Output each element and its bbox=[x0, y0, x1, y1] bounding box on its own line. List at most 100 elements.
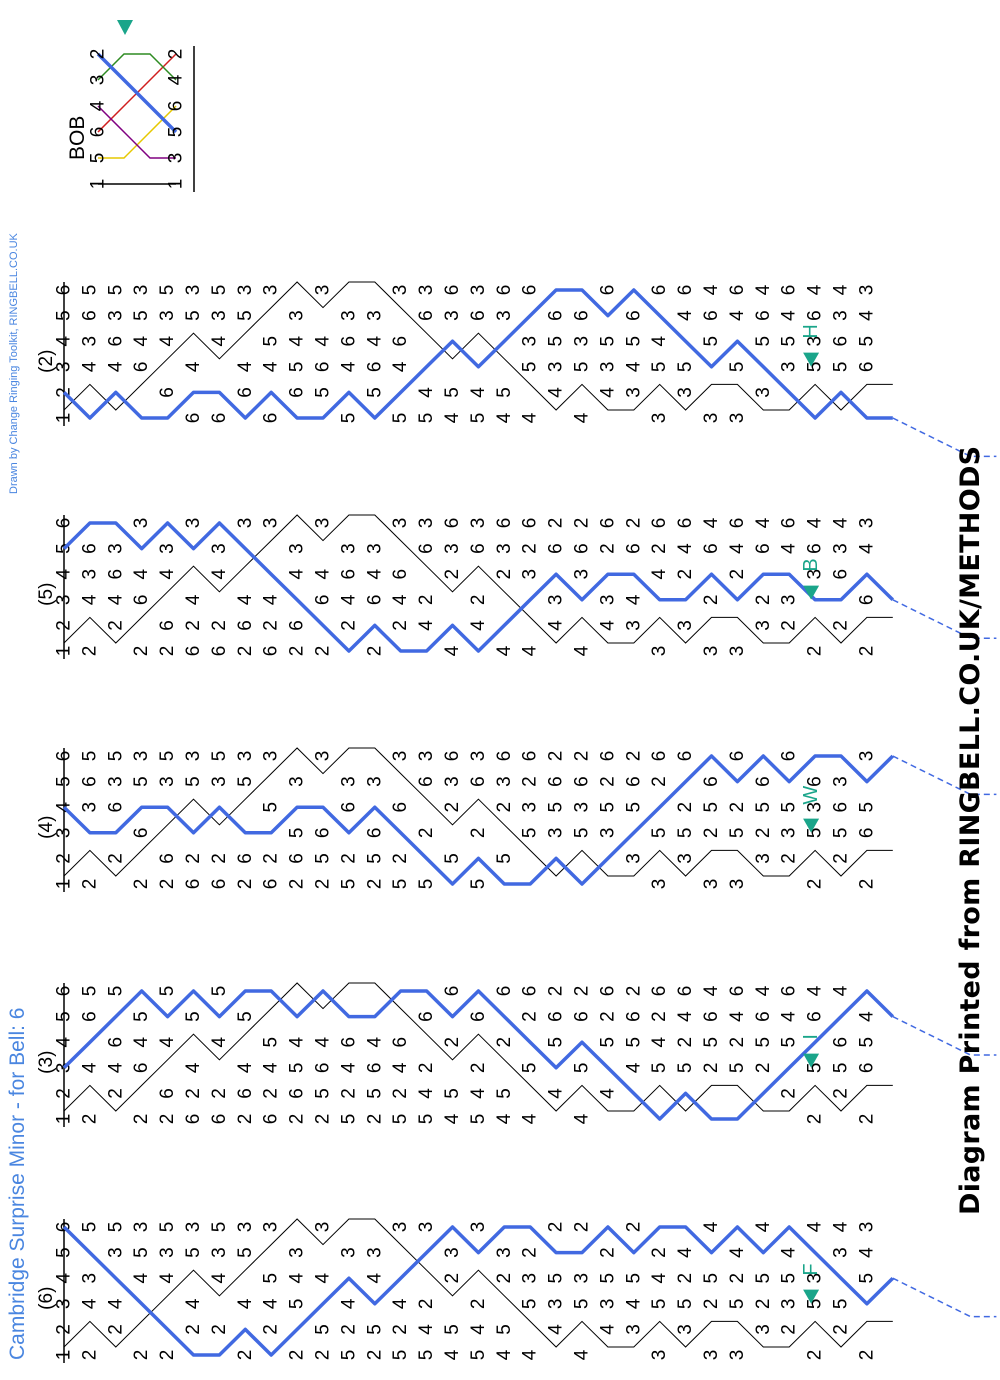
bell-number: 6 bbox=[520, 285, 541, 296]
bell-number: 2 bbox=[779, 853, 800, 864]
bell-number: 3 bbox=[364, 776, 385, 787]
bell-number: 3 bbox=[235, 1222, 256, 1233]
bell-number: 6 bbox=[442, 986, 463, 997]
bell-number: 2 bbox=[416, 595, 437, 606]
bell-number: 3 bbox=[235, 518, 256, 529]
bell-number: 2 bbox=[442, 1273, 463, 1284]
bell-number: 3 bbox=[157, 776, 178, 787]
lead-column: 1234562436246326432643624362432643624326… bbox=[36, 514, 997, 659]
bell-number: 4 bbox=[261, 361, 282, 372]
bell-number: 2 bbox=[105, 1088, 126, 1099]
bell-number: 2 bbox=[338, 1088, 359, 1099]
bell-number: 3 bbox=[727, 646, 748, 657]
bell-number: 5 bbox=[157, 751, 178, 762]
bell-number: 2 bbox=[313, 1114, 334, 1125]
bell-number: 2 bbox=[183, 853, 204, 864]
bell-number: 6 bbox=[287, 387, 308, 398]
bell-number: 6 bbox=[364, 362, 385, 373]
bell-number: 3 bbox=[364, 543, 385, 554]
bell-number: 2 bbox=[649, 543, 670, 554]
bell-number: 6 bbox=[675, 751, 696, 762]
bell-number: 2 bbox=[157, 1114, 178, 1125]
bell-number: 4 bbox=[779, 1011, 800, 1022]
bell-number: 5 bbox=[856, 1037, 877, 1048]
bell-number: 4 bbox=[597, 620, 618, 631]
bell-number: 5 bbox=[468, 1114, 489, 1125]
bell-number: 6 bbox=[261, 413, 282, 424]
bell-number: 5 bbox=[494, 853, 515, 864]
bell-number: 6 bbox=[390, 802, 411, 813]
bell-number: 2 bbox=[235, 1350, 256, 1361]
bell-number: 6 bbox=[779, 285, 800, 296]
bob-number: 1 bbox=[166, 179, 187, 190]
bell-number: 6 bbox=[313, 1063, 334, 1074]
bell-number: 6 bbox=[390, 569, 411, 580]
bell-number: 3 bbox=[572, 336, 593, 347]
continuation-dash bbox=[892, 1015, 997, 1056]
bell-number: 4 bbox=[468, 1324, 489, 1335]
bell-number: 5 bbox=[701, 1273, 722, 1284]
bell-number: 6 bbox=[261, 646, 282, 657]
bell-number: 5 bbox=[261, 802, 282, 813]
bell-number: 4 bbox=[105, 361, 126, 372]
bell-number: 6 bbox=[105, 802, 126, 813]
bell-number: 6 bbox=[261, 1114, 282, 1125]
bell-number: 4 bbox=[675, 543, 696, 554]
bell-number: 6 bbox=[235, 1088, 256, 1099]
bell-number: 3 bbox=[546, 1299, 567, 1310]
bell-number: 4 bbox=[338, 1298, 359, 1309]
bell-number: 6 bbox=[235, 853, 256, 864]
bell-number: 4 bbox=[287, 1036, 308, 1047]
bell-number: 5 bbox=[105, 1222, 126, 1233]
bell-number: 6 bbox=[338, 1037, 359, 1048]
bell-number: 4 bbox=[313, 1036, 334, 1047]
bell-number: 2 bbox=[779, 620, 800, 631]
bell-number: 6 bbox=[105, 336, 126, 347]
working-bell-line bbox=[62, 989, 895, 1121]
bell-number: 4 bbox=[779, 310, 800, 321]
bell-number: 5 bbox=[235, 776, 256, 787]
bell-number: 5 bbox=[805, 828, 826, 839]
bell-number: 3 bbox=[520, 1273, 541, 1284]
bell-number: 5 bbox=[338, 1114, 359, 1125]
bell-number: 6 bbox=[157, 1088, 178, 1099]
bell-number: 5 bbox=[597, 336, 618, 347]
bell-number: 5 bbox=[105, 751, 126, 762]
bell-number: 2 bbox=[831, 1324, 852, 1335]
bell-number: 2 bbox=[701, 1299, 722, 1310]
bell-number: 4 bbox=[183, 1298, 204, 1309]
bell-number: 6 bbox=[416, 543, 437, 554]
bell-number: 3 bbox=[494, 310, 515, 321]
bell-number: 6 bbox=[494, 751, 515, 762]
bell-number: 3 bbox=[805, 1273, 826, 1284]
bell-number: 6 bbox=[831, 1037, 852, 1048]
bell-number: 4 bbox=[364, 1272, 385, 1283]
bell-number: 6 bbox=[261, 879, 282, 890]
bell-number: 3 bbox=[649, 413, 670, 424]
bell-number: 5 bbox=[675, 1299, 696, 1310]
bell-number: 5 bbox=[364, 1324, 385, 1335]
bell-number: 2 bbox=[597, 1247, 618, 1258]
bell-number: 2 bbox=[623, 1222, 644, 1233]
call-marker-label: B bbox=[800, 558, 822, 571]
bell-number: 6 bbox=[287, 620, 308, 631]
bob-number: 4 bbox=[166, 74, 187, 85]
bell-number: 2 bbox=[209, 1324, 230, 1335]
bell-number: 4 bbox=[416, 387, 437, 398]
bell-number: 5 bbox=[856, 1273, 877, 1284]
bell-number: 5 bbox=[520, 828, 541, 839]
bell-number: 5 bbox=[105, 986, 126, 997]
bell-number: 3 bbox=[831, 310, 852, 321]
bell-number: 6 bbox=[805, 1011, 826, 1022]
bell-number: 3 bbox=[79, 802, 100, 813]
bell-number: 6 bbox=[468, 1011, 489, 1022]
bell-number: 5 bbox=[79, 751, 100, 762]
continuation-dash bbox=[892, 755, 997, 796]
bell-number: 5 bbox=[364, 1088, 385, 1099]
bell-number: 3 bbox=[520, 336, 541, 347]
bell-number: 5 bbox=[287, 1299, 308, 1310]
bell-number: 4 bbox=[261, 594, 282, 605]
bell-number: 4 bbox=[287, 568, 308, 579]
bell-number: 3 bbox=[831, 543, 852, 554]
bell-number: 6 bbox=[416, 310, 437, 321]
